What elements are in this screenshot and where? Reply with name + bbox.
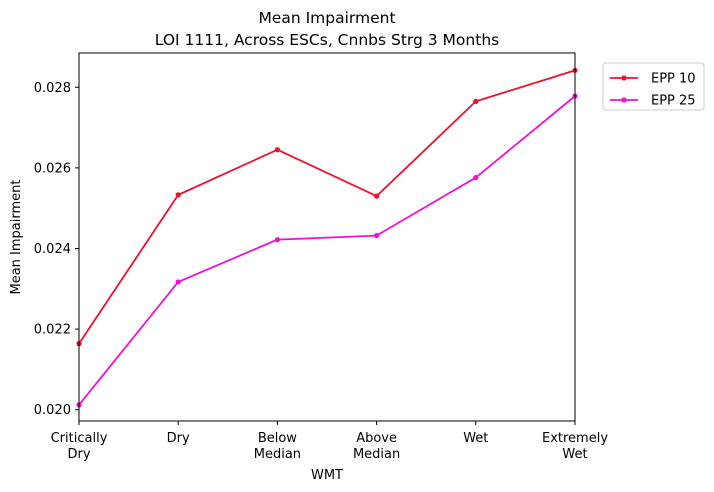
data-point <box>374 232 380 239</box>
legend-swatch-marker <box>621 97 627 103</box>
y-axis-label: Mean Impairment <box>9 180 24 295</box>
legend-entry: EPP 25 <box>610 94 696 109</box>
y-tick-label: 0.028 <box>34 81 71 96</box>
legend-swatch-marker <box>621 75 627 81</box>
data-point <box>175 192 181 198</box>
x-tick-label: Critically Dry <box>51 431 108 462</box>
x-tick-label-line: Wet <box>562 447 587 462</box>
legend-frame <box>602 62 705 111</box>
series-line <box>78 95 576 406</box>
x-tick-label-line: Median <box>353 447 400 462</box>
legend-label: EPP 25 <box>651 94 696 109</box>
legend-label: EPP 10 <box>651 72 696 87</box>
data-point <box>274 237 280 243</box>
data-point <box>473 174 479 181</box>
x-tick-label-line: Critically <box>51 431 108 446</box>
x-tick-label: Dry <box>167 431 190 446</box>
data-point <box>175 279 181 285</box>
y-tick-label: 0.026 <box>34 161 71 176</box>
chart-subtitle: LOI 1111, Across ESCs, Cnnbs Strg 3 Mont… <box>155 31 499 49</box>
x-tick-label-line: Dry <box>167 431 190 446</box>
y-tick-label: 0.024 <box>34 242 71 257</box>
chart-title: Mean Impairment <box>258 9 395 27</box>
data-point <box>473 98 479 104</box>
x-tick-label: Below Median <box>254 431 301 462</box>
x-tick-label-line: Below <box>258 431 297 446</box>
series-epp-25 <box>76 93 578 408</box>
x-tick-label-line: Median <box>254 447 301 462</box>
y-axis: 0.020 0.022 0.024 0.026 0.028 <box>34 81 79 418</box>
x-tick-label-line: Dry <box>67 447 90 462</box>
y-tick-label: 0.020 <box>34 403 71 418</box>
plot-frame <box>78 52 576 422</box>
x-axis-label: WMT <box>311 468 343 483</box>
y-tick-label: 0.022 <box>34 323 71 338</box>
x-tick-label-line: Extremely <box>542 431 608 446</box>
x-tick-label-line: Above <box>356 431 397 446</box>
x-tick-label-line: Wet <box>463 431 488 446</box>
legend: EPP 10 EPP 25 <box>602 62 705 111</box>
series-line <box>78 69 576 345</box>
legend-entry: EPP 10 <box>610 72 696 87</box>
x-tick-label: Extremely Wet <box>542 431 608 462</box>
x-tick-label: Wet <box>463 431 488 446</box>
x-tick-label: Above Median <box>353 431 400 462</box>
data-point <box>374 193 380 199</box>
data-point <box>274 147 280 153</box>
